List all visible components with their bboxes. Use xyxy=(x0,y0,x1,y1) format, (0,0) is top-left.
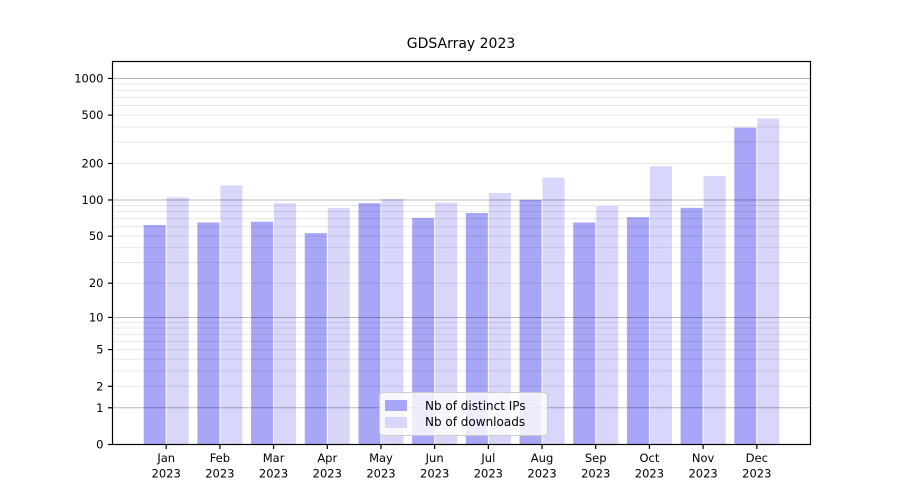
bar-jun-distinct-ips xyxy=(412,217,435,445)
x-tick-label-month: Jul xyxy=(480,451,495,465)
bar-may-downloads xyxy=(381,198,404,445)
x-tick-label-year: 2023 xyxy=(366,467,395,481)
y-tick-label: 20 xyxy=(89,276,104,290)
bar-nov-downloads xyxy=(703,175,726,445)
y-tick-label: 100 xyxy=(82,193,104,207)
x-tick-label-month: Apr xyxy=(317,451,337,465)
bar-feb-downloads xyxy=(220,185,243,445)
x-tick-label-year: 2023 xyxy=(688,467,717,481)
bar-jul-downloads xyxy=(488,193,511,445)
bar-jan-distinct-ips xyxy=(143,224,166,445)
x-tick-label-month: Feb xyxy=(210,451,230,465)
legend-item-distinct-ips: Nb of distinct IPs xyxy=(385,399,539,413)
bar-sep-downloads xyxy=(596,206,619,445)
x-tick-label-year: 2023 xyxy=(259,467,288,481)
bar-mar-distinct-ips xyxy=(251,221,274,445)
bar-apr-downloads xyxy=(327,207,350,445)
x-tick-label-month: Jun xyxy=(425,451,444,465)
bar-dec-downloads xyxy=(757,118,780,445)
x-tick-label-year: 2023 xyxy=(635,467,664,481)
y-tick-label: 500 xyxy=(82,108,104,122)
x-tick-label-year: 2023 xyxy=(581,467,610,481)
y-tick-label: 50 xyxy=(89,229,104,243)
x-tick-label-month: Nov xyxy=(692,451,715,465)
y-tick-label: 2 xyxy=(96,379,103,393)
x-tick-label-year: 2023 xyxy=(205,467,234,481)
x-tick-label-year: 2023 xyxy=(313,467,342,481)
bar-dec-distinct-ips xyxy=(734,127,757,445)
y-tick-label: 0 xyxy=(96,438,103,452)
y-tick-label: 10 xyxy=(89,310,104,324)
x-tick-label-year: 2023 xyxy=(420,467,449,481)
x-tick-label-month: Mar xyxy=(263,451,285,465)
legend-label-distinct-ips: Nb of distinct IPs xyxy=(425,398,526,413)
legend-swatch-distinct-ips xyxy=(385,400,407,412)
bar-aug-distinct-ips xyxy=(519,199,542,445)
legend: Nb of distinct IPs Nb of downloads xyxy=(379,392,548,436)
bar-aug-downloads xyxy=(542,177,565,445)
x-tick-label-month: Dec xyxy=(746,451,768,465)
bar-nov-distinct-ips xyxy=(680,207,703,445)
x-tick-label-month: Sep xyxy=(585,451,607,465)
bar-jun-downloads xyxy=(435,202,458,445)
x-tick-label-year: 2023 xyxy=(742,467,771,481)
x-tick-label-year: 2023 xyxy=(527,467,556,481)
bar-oct-distinct-ips xyxy=(626,217,649,445)
bar-may-distinct-ips xyxy=(358,203,381,445)
legend-label-downloads: Nb of downloads xyxy=(425,415,526,430)
legend-swatch-downloads xyxy=(385,416,407,428)
x-tick-label-month: Jan xyxy=(156,451,175,465)
x-tick-label-month: Oct xyxy=(639,451,659,465)
bar-jul-distinct-ips xyxy=(465,212,488,445)
chart-title: GDSArray 2023 xyxy=(406,36,516,52)
y-tick-label: 200 xyxy=(82,157,104,171)
bar-jan-downloads xyxy=(166,197,189,445)
y-tick-label: 1000 xyxy=(74,71,103,85)
y-tick-label: 1 xyxy=(96,401,103,415)
bar-mar-downloads xyxy=(274,203,297,445)
plot-border xyxy=(111,60,812,446)
x-tick-label-year: 2023 xyxy=(152,467,181,481)
legend-item-downloads: Nb of downloads xyxy=(385,415,539,429)
x-tick-label-year: 2023 xyxy=(474,467,503,481)
x-tick-label-month: May xyxy=(369,451,393,465)
bar-sep-distinct-ips xyxy=(573,222,596,445)
y-tick-label: 5 xyxy=(96,343,103,357)
bar-oct-downloads xyxy=(649,166,672,445)
bar-apr-distinct-ips xyxy=(304,233,327,445)
bar-feb-distinct-ips xyxy=(197,222,220,445)
x-tick-label-month: Aug xyxy=(531,451,553,465)
